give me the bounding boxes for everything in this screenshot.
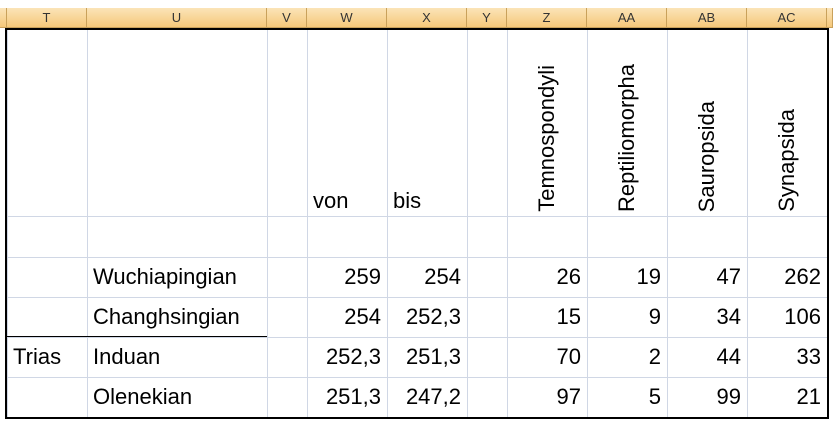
cell: 254 (344, 304, 381, 329)
grid-line (7, 377, 827, 378)
cell: 252,3 (325, 344, 381, 369)
column-header[interactable]: Z (507, 8, 587, 28)
cell: 26 (556, 264, 581, 289)
grid-line (587, 28, 588, 418)
column-header[interactable]: W (307, 8, 387, 28)
cell: 47 (716, 264, 741, 289)
column-header[interactable]: T (7, 8, 87, 28)
grid-line (7, 297, 827, 298)
cell: 106 (784, 304, 821, 329)
grid-line (667, 28, 668, 418)
column-header[interactable]: AC (747, 8, 827, 28)
column-header[interactable]: X (387, 8, 467, 28)
column-header[interactable]: U (87, 8, 267, 28)
grid-line (747, 28, 748, 418)
cell: 70 (556, 344, 581, 369)
cell: 44 (716, 344, 741, 369)
cell: 33 (796, 344, 821, 369)
grid-line (7, 216, 827, 217)
column-header[interactable]: V (267, 8, 307, 28)
grid-line (7, 28, 8, 418)
column-header[interactable]: AA (587, 8, 667, 28)
grid-line (7, 257, 827, 258)
cell: 21 (796, 384, 821, 409)
cell: 251,3 (405, 344, 461, 369)
grid-line (87, 28, 88, 418)
cell: 5 (648, 384, 661, 409)
grid-line (267, 28, 268, 418)
cell: Changhsingian (93, 304, 240, 329)
grid-line (507, 28, 508, 418)
cell: Wuchiapingian (93, 264, 237, 289)
header-cell: von (313, 188, 349, 213)
cell: 15 (556, 304, 581, 329)
cell: Trias (13, 344, 62, 369)
cell: 9 (648, 304, 661, 329)
cell-border (7, 336, 267, 337)
selection-border (5, 28, 829, 419)
cell: Induan (93, 344, 161, 369)
grid-line (7, 337, 827, 338)
cell: 2 (648, 344, 661, 369)
column-header[interactable]: Y (467, 8, 507, 28)
column-header-edge (827, 8, 833, 28)
cell: 252,3 (405, 304, 461, 329)
cell: 34 (716, 304, 741, 329)
cell: 262 (784, 264, 821, 289)
column-header[interactable]: AB (667, 8, 747, 28)
cell: 254 (424, 264, 461, 289)
cell: 97 (556, 384, 581, 409)
cell: 247,2 (405, 384, 461, 409)
header-cell: bis (393, 188, 422, 213)
cell: 251,3 (325, 384, 381, 409)
grid-line (467, 28, 468, 418)
cell: Olenekian (93, 384, 193, 409)
grid-line (307, 28, 308, 418)
cell: 259 (344, 264, 381, 289)
column-header-edge (0, 8, 7, 28)
cell: 99 (716, 384, 741, 409)
grid-line (387, 28, 388, 418)
cell: 19 (636, 264, 661, 289)
